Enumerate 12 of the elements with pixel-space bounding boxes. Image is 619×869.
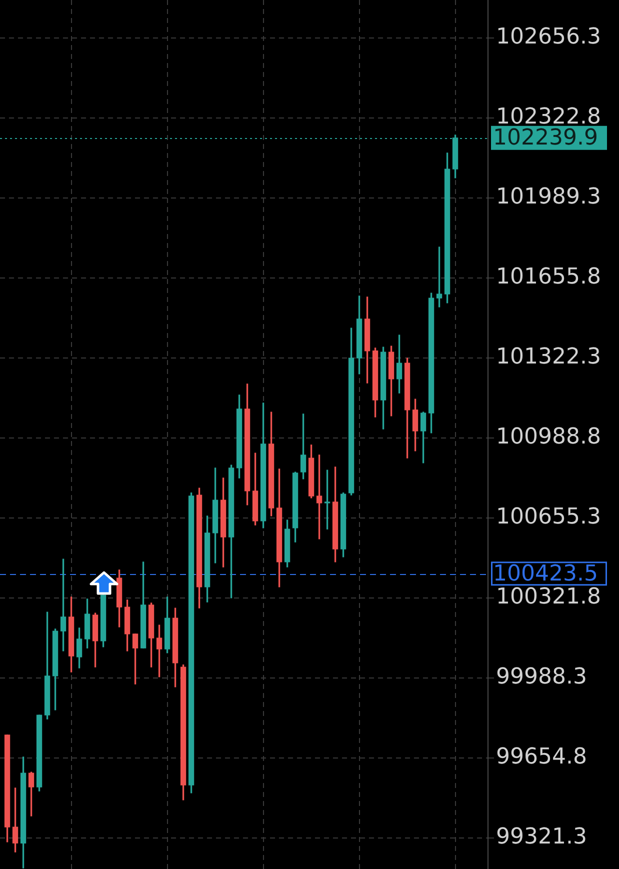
ref-line-label: 102239.9 xyxy=(493,126,598,151)
y-tick-label: 100655.3 xyxy=(496,504,601,530)
ref-line-label: 100423.5 xyxy=(493,561,598,586)
y-tick-label: 102656.3 xyxy=(496,24,601,50)
y-tick-label: 100321.8 xyxy=(496,584,601,610)
y-tick-label: 101322.3 xyxy=(496,344,601,370)
y-tick-label: 100988.8 xyxy=(496,424,601,450)
y-tick-label: 99988.3 xyxy=(496,664,587,690)
y-tick-label: 101989.3 xyxy=(496,184,601,210)
y-tick-label: 99321.3 xyxy=(496,824,587,850)
y-tick-label: 101655.8 xyxy=(496,264,601,290)
y-tick-label: 99654.8 xyxy=(496,744,587,770)
